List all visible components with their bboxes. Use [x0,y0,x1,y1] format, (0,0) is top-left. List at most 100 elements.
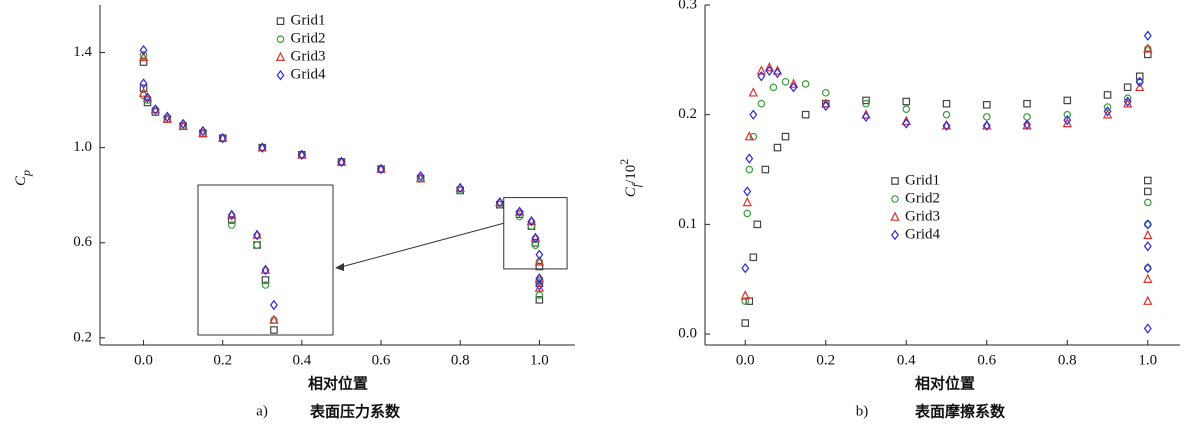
y-tick-label: 0.2 [678,106,697,122]
marker [179,118,188,130]
marker [218,132,228,142]
x-tick-label: 0.4 [897,352,916,368]
marker [1143,30,1152,41]
marker [139,78,148,89]
marker [741,319,750,327]
y-tick-label: 0.1 [678,216,697,232]
x-tick-label: 0.6 [372,352,391,368]
marker [535,280,544,291]
x-tick-label: 0.0 [134,352,153,368]
legend-label: Grid1 [291,13,326,29]
marker [495,197,504,208]
x-tick-label: 0.8 [1058,352,1077,368]
inset-marker [261,276,270,284]
marker [297,149,306,160]
inset-marker [270,326,278,334]
marker [139,51,148,59]
y-label-sub: f [629,182,643,187]
inset-marker [227,221,236,229]
marker [748,87,758,97]
marker [377,163,385,175]
marker [862,99,870,108]
marker [139,44,148,56]
inset-marker [269,299,278,311]
marker [741,297,750,305]
legend-marker [890,211,900,221]
legend-label: Grid4 [291,67,326,83]
marker [1103,91,1112,99]
marker [1143,295,1153,305]
marker [1063,110,1072,119]
marker [337,156,346,168]
inset-marker [227,209,237,219]
marker [745,153,754,164]
marker [1063,114,1072,126]
marker [740,290,750,300]
legend-marker [891,195,899,203]
marker [531,232,540,244]
marker [757,99,766,108]
marker [773,67,782,79]
marker [745,297,754,305]
x-axis-label: 相对位置 [915,375,975,393]
caption: 表面压力系数 [310,403,401,421]
marker [1143,187,1152,196]
marker [535,279,544,287]
marker [942,110,951,119]
x-tick-label: 0.6 [977,352,996,368]
marker [862,96,870,105]
marker [1143,263,1152,274]
x-axis-label: 相对位置 [308,375,368,393]
x-tick-label: 0.4 [293,352,312,368]
x-tick-label: 0.8 [451,352,470,368]
arrow [340,222,504,268]
marker [1103,106,1112,117]
inset-marker [260,264,271,274]
inset-marker [227,216,236,224]
marker [982,120,991,131]
marker [297,149,307,159]
marker [902,97,911,106]
marker [139,58,148,66]
marker [801,110,810,119]
legend-marker [276,35,285,44]
marker [1143,323,1152,334]
marker [862,111,870,123]
y-label-main: C [13,175,29,186]
marker [535,273,544,284]
marker [821,88,830,97]
marker [902,118,911,129]
marker [138,51,149,62]
marker [1135,81,1145,92]
caption: 表面摩擦系数 [915,403,1006,421]
inset-marker [269,314,279,324]
legend-label: Grid3 [905,208,940,224]
marker [773,143,782,152]
marker [514,206,525,216]
marker [1023,113,1031,121]
legend-label: Grid1 [905,172,940,188]
marker [1143,241,1152,252]
marker [1023,99,1031,108]
caption-label: a) [256,403,268,419]
marker [198,125,207,137]
y-tick-label: 0.0 [678,325,697,341]
marker [455,182,465,192]
marker [527,216,536,227]
marker [456,182,465,194]
marker [515,206,524,218]
marker [535,296,544,304]
marker [1143,43,1153,53]
marker [743,186,752,197]
marker [1143,176,1152,185]
legend-marker [891,177,899,185]
legend-marker [276,70,285,81]
legend-marker [275,51,286,62]
marker [151,104,160,115]
legend-label: Grid3 [291,49,326,65]
marker [1123,96,1132,107]
marker [781,132,790,141]
marker [138,87,149,97]
marker [150,104,161,114]
legend-label: Grid2 [905,190,940,206]
